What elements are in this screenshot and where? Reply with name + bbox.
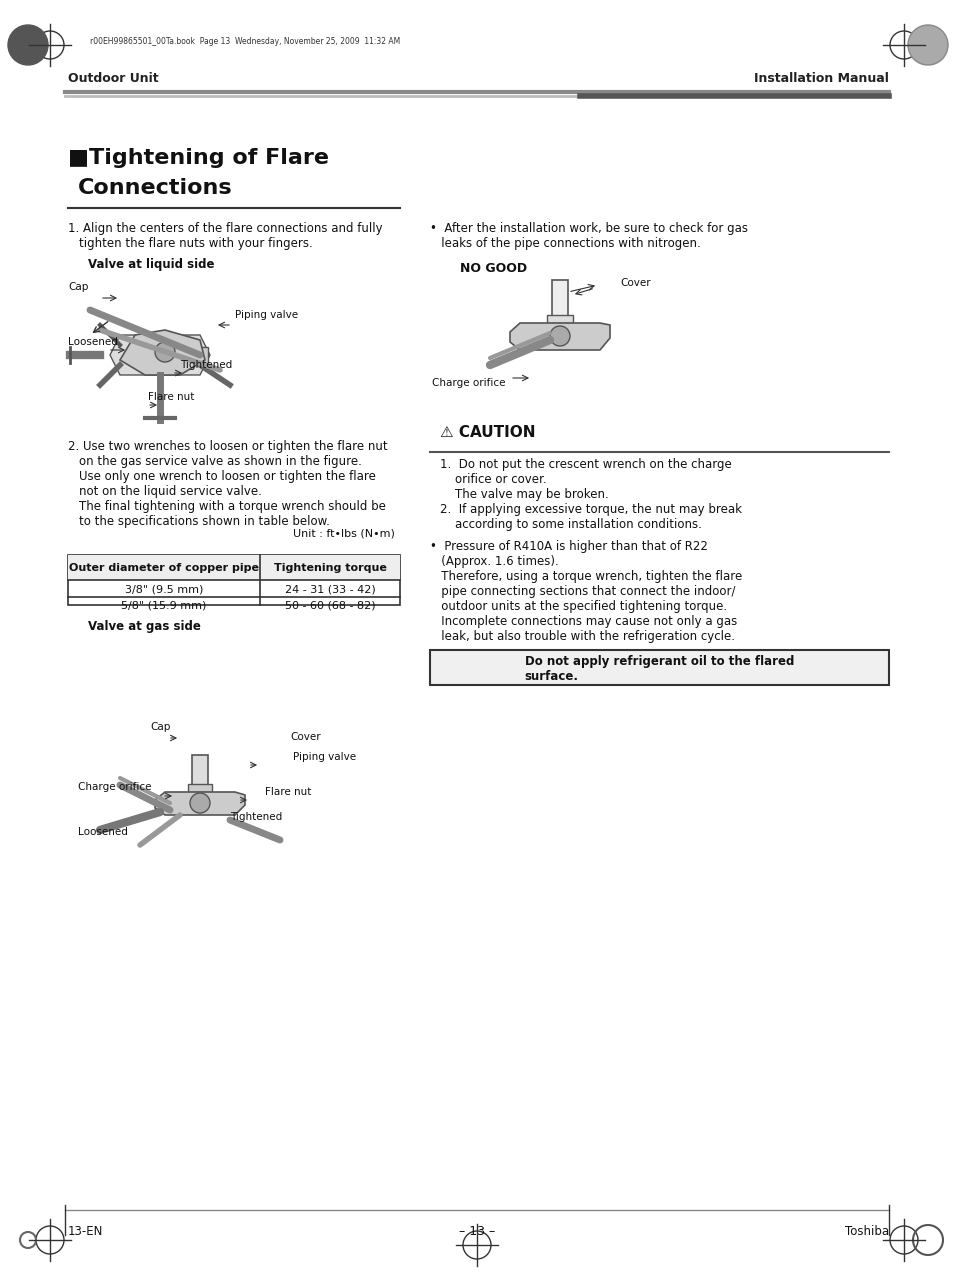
Text: Outer diameter of copper pipe: Outer diameter of copper pipe (69, 563, 258, 574)
Bar (546, 315, 573, 323)
Text: 5/8" (15.9 mm): 5/8" (15.9 mm) (121, 601, 207, 610)
Text: The valve may be broken.: The valve may be broken. (439, 487, 608, 502)
Text: Flare nut: Flare nut (265, 787, 311, 797)
Text: Connections: Connections (78, 177, 233, 198)
Text: not on the liquid service valve.: not on the liquid service valve. (79, 485, 262, 498)
Text: 3/8" (9.5 mm): 3/8" (9.5 mm) (125, 584, 203, 594)
Bar (552, 280, 567, 320)
Text: according to some installation conditions.: according to some installation condition… (439, 518, 701, 531)
Text: tighten the flare nuts with your fingers.: tighten the flare nuts with your fingers… (79, 237, 313, 249)
Polygon shape (194, 347, 208, 363)
Text: 24 - 31 (33 - 42): 24 - 31 (33 - 42) (284, 584, 375, 594)
Text: leaks of the pipe connections with nitrogen.: leaks of the pipe connections with nitro… (430, 237, 700, 249)
Text: Loosened: Loosened (68, 337, 118, 347)
Text: Installation Manual: Installation Manual (753, 72, 888, 85)
Text: Use only one wrench to loosen or tighten the flare: Use only one wrench to loosen or tighten… (79, 469, 375, 484)
Circle shape (190, 793, 210, 813)
Text: Outdoor Unit: Outdoor Unit (68, 72, 158, 85)
Circle shape (8, 24, 48, 66)
Circle shape (550, 325, 569, 346)
Bar (68, 556, 399, 580)
Text: Charge orifice: Charge orifice (432, 378, 505, 388)
Polygon shape (120, 331, 205, 376)
Text: Piping valve: Piping valve (293, 752, 355, 763)
Text: Flare nut: Flare nut (148, 392, 194, 403)
Text: ■Tightening of Flare: ■Tightening of Flare (68, 148, 329, 168)
Text: 2. Use two wrenches to loosen or tighten the flare nut: 2. Use two wrenches to loosen or tighten… (68, 440, 387, 453)
Text: Tightening torque: Tightening torque (274, 563, 386, 574)
Text: Piping valve: Piping valve (234, 310, 297, 320)
Bar (430, 649, 888, 685)
Text: •  Pressure of R410A is higher than that of R22: • Pressure of R410A is higher than that … (430, 540, 707, 553)
Text: Cover: Cover (619, 278, 650, 288)
Text: ⚠ CAUTION: ⚠ CAUTION (439, 424, 535, 440)
Circle shape (154, 342, 174, 361)
Text: •  After the installation work, be sure to check for gas: • After the installation work, be sure t… (430, 222, 747, 235)
Text: (Approx. 1.6 times).: (Approx. 1.6 times). (430, 556, 558, 568)
Text: Do not apply refrigerant oil to the flared
surface.: Do not apply refrigerant oil to the flar… (524, 656, 793, 683)
Text: r00EH99865501_00Ta.book  Page 13  Wednesday, November 25, 2009  11:32 AM: r00EH99865501_00Ta.book Page 13 Wednesda… (90, 37, 400, 46)
Text: Unit : ft•lbs (N•m): Unit : ft•lbs (N•m) (293, 529, 395, 538)
Bar (192, 755, 208, 790)
Text: Cap: Cap (150, 721, 171, 732)
Bar (188, 784, 212, 792)
Text: 2.  If applying excessive torque, the nut may break: 2. If applying excessive torque, the nut… (439, 503, 741, 516)
Text: to the specifications shown in table below.: to the specifications shown in table bel… (79, 514, 330, 529)
Text: Charge orifice: Charge orifice (78, 782, 152, 792)
Text: Valve at liquid side: Valve at liquid side (88, 258, 214, 271)
Text: orifice or cover.: orifice or cover. (439, 473, 546, 486)
Text: Tightened: Tightened (180, 360, 232, 370)
Circle shape (907, 24, 947, 66)
Text: Tightened: Tightened (230, 811, 282, 822)
Text: Toshiba: Toshiba (844, 1226, 888, 1238)
Polygon shape (154, 792, 245, 815)
Polygon shape (110, 334, 210, 376)
Text: NO GOOD: NO GOOD (459, 262, 527, 275)
Text: Incomplete connections may cause not only a gas: Incomplete connections may cause not onl… (430, 615, 737, 628)
Text: Cover: Cover (290, 732, 320, 742)
Circle shape (148, 343, 172, 367)
Text: 1. Align the centers of the flare connections and fully: 1. Align the centers of the flare connec… (68, 222, 382, 235)
Text: 50 - 60 (68 - 82): 50 - 60 (68 - 82) (284, 601, 375, 610)
Text: 13-EN: 13-EN (68, 1226, 103, 1238)
Text: Loosened: Loosened (78, 827, 128, 837)
Text: The final tightening with a torque wrench should be: The final tightening with a torque wrenc… (79, 500, 385, 513)
Text: 1.  Do not put the crescent wrench on the charge: 1. Do not put the crescent wrench on the… (439, 458, 731, 471)
Text: – 13 –: – 13 – (458, 1226, 495, 1238)
Text: pipe connecting sections that connect the indoor/: pipe connecting sections that connect th… (430, 585, 735, 598)
Bar (68, 556, 399, 604)
Text: Cap: Cap (68, 282, 89, 292)
Polygon shape (510, 323, 609, 350)
Text: outdoor units at the specified tightening torque.: outdoor units at the specified tightenin… (430, 601, 726, 613)
Text: on the gas service valve as shown in the figure.: on the gas service valve as shown in the… (79, 455, 361, 468)
Text: Valve at gas side: Valve at gas side (88, 620, 201, 633)
Text: Therefore, using a torque wrench, tighten the flare: Therefore, using a torque wrench, tighte… (430, 570, 741, 583)
Text: leak, but also trouble with the refrigeration cycle.: leak, but also trouble with the refriger… (430, 630, 734, 643)
